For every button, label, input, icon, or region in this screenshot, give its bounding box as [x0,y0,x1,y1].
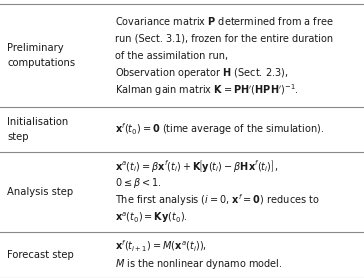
Text: Preliminary: Preliminary [7,43,64,53]
Text: $\mathbf{x}^{a}(t_0) = \mathbf{K}\mathbf{y}(t_0).$: $\mathbf{x}^{a}(t_0) = \mathbf{K}\mathbf… [115,210,187,225]
Text: The first analysis ($i = 0$, $\mathbf{x}^{f} = \mathbf{0}$) reduces to: The first analysis ($i = 0$, $\mathbf{x}… [115,193,319,208]
Text: $\mathbf{x}^{f}(t_{i+1}) = M(\mathbf{x}^{a}(t_i)),$: $\mathbf{x}^{f}(t_{i+1}) = M(\mathbf{x}^… [115,239,207,254]
Text: $0 \leq \beta < 1.$: $0 \leq \beta < 1.$ [115,176,161,190]
Text: $\mathbf{x}^{f}(t_0) = \mathbf{0}$ (time average of the simulation).: $\mathbf{x}^{f}(t_0) = \mathbf{0}$ (time… [115,121,324,137]
Text: $\mathbf{x}^{a}(t_i) = \beta\mathbf{x}^{f}(t_i) + \mathbf{K}\!\left[\mathbf{y}(t: $\mathbf{x}^{a}(t_i) = \beta\mathbf{x}^{… [115,158,278,174]
Text: $M$ is the nonlinear dynamo model.: $M$ is the nonlinear dynamo model. [115,257,282,271]
Text: Covariance matrix $\mathbf{P}$ determined from a free: Covariance matrix $\mathbf{P}$ determine… [115,15,333,27]
Text: Analysis step: Analysis step [7,187,74,197]
Text: run (Sect. 3.1), frozen for the entire duration: run (Sect. 3.1), frozen for the entire d… [115,33,333,43]
Text: computations: computations [7,58,75,68]
Text: Kalman gain matrix $\mathbf{K} = \mathbf{PH'}\left(\mathbf{HPH'}\right)^{-1}$.: Kalman gain matrix $\mathbf{K} = \mathbf… [115,82,298,98]
Text: Initialisation: Initialisation [7,116,68,126]
Text: of the assimilation run,: of the assimilation run, [115,51,228,61]
Text: step: step [7,132,29,142]
Text: Observation operator $\mathbf{H}$ (Sect. 2.3),: Observation operator $\mathbf{H}$ (Sect.… [115,66,288,80]
Text: Forecast step: Forecast step [7,250,74,260]
